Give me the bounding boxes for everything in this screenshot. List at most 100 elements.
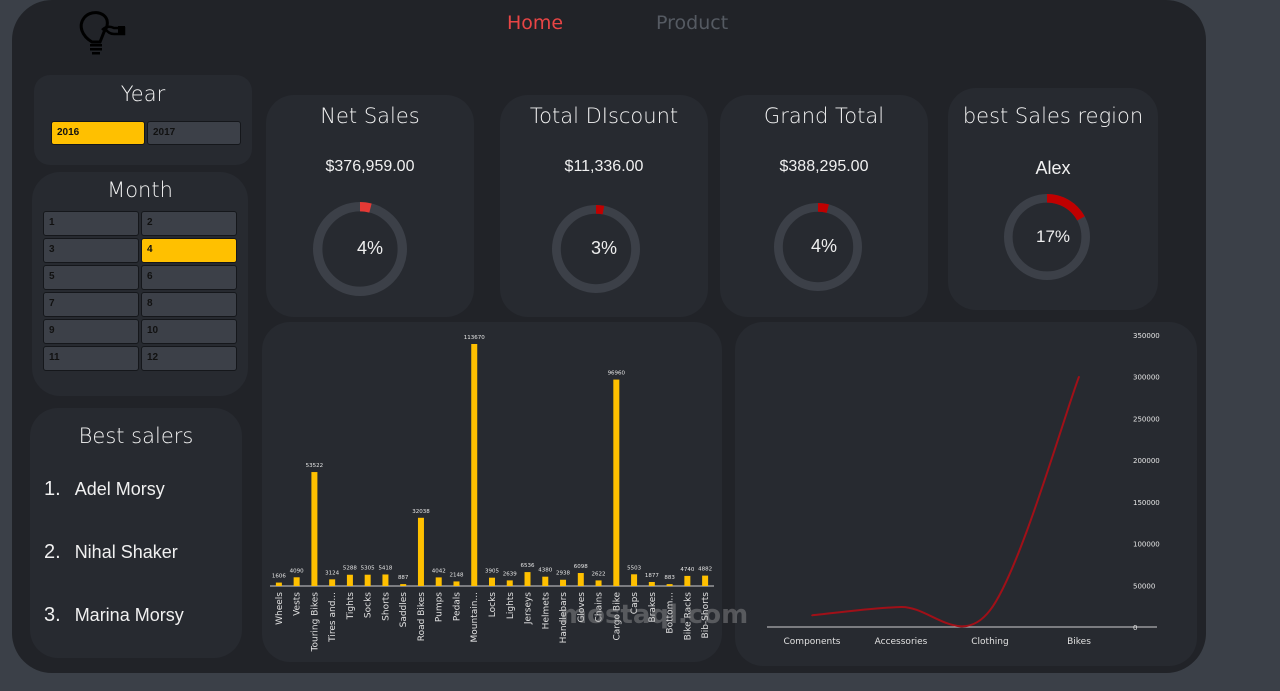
bar-category-label: Pedals [452, 592, 462, 621]
bar-value-label: 4882 [698, 567, 712, 573]
bar-value-label: 96960 [608, 371, 626, 377]
line-point [1078, 375, 1080, 378]
y-tick-label: 150000 [1133, 499, 1160, 507]
kpi-percent: 4% [356, 238, 383, 258]
month-option-6[interactable]: 6 [141, 265, 237, 290]
y-tick-label: 0 [1133, 624, 1137, 632]
month-slicer-title: Month [107, 178, 173, 202]
bar [311, 472, 318, 586]
bar-category-label: Tights [346, 592, 356, 621]
bar [702, 575, 709, 586]
kpi-donut [552, 205, 640, 293]
month-option-4[interactable]: 4 [141, 238, 237, 263]
bar-category-label: Brakes [648, 592, 658, 623]
kpi-title: Total DIscount [529, 104, 679, 128]
year-slicer-title: Year [120, 82, 166, 106]
seller-name: Adel Morsy [74, 479, 165, 499]
bar-category-label: Jerseys [524, 592, 534, 625]
year-slicer: Year 2016 2017 [34, 75, 252, 165]
y-tick-label: 100000 [1133, 541, 1160, 549]
bar-category-label: Shorts [381, 592, 391, 621]
bar [506, 580, 513, 586]
bar [453, 581, 460, 586]
month-option-2[interactable]: 2 [141, 211, 237, 236]
kpi-value: $388,295.00 [779, 158, 869, 175]
line-point [900, 606, 902, 608]
year-option-2017[interactable]: 2017 [147, 121, 241, 145]
month-option-3[interactable]: 3 [43, 238, 139, 263]
kpi-value: Alex [1035, 158, 1071, 178]
bar [666, 584, 673, 586]
bar-category-label: Saddles [399, 592, 409, 628]
kpi-card-net-sales: Net Sales $376,959.00 4% [266, 95, 474, 317]
bar-category-label: Vests [293, 592, 303, 616]
nav-home[interactable]: Home [507, 12, 564, 34]
bar-category-label: Bib-Shorts [701, 592, 711, 639]
kpi-card-grand-total: Grand Total $388,295.00 4% [720, 95, 928, 317]
bar-value-label: 5503 [627, 565, 641, 571]
line-point [811, 614, 813, 617]
bar-category-label: Chains [595, 592, 605, 623]
y-tick-label: 250000 [1133, 415, 1160, 423]
bar-value-label: 4380 [538, 568, 552, 574]
bar-category-label: Pumps [435, 592, 445, 622]
bar-value-label: 4090 [290, 568, 304, 574]
product-sales-bar-chart: 1606 Wheels 4090 Vests 53522 Touring Bikes 312… [270, 335, 714, 652]
month-option-12[interactable]: 12 [141, 346, 237, 371]
kpi-donut [313, 202, 407, 296]
lightbulb-logo-icon [79, 11, 126, 55]
bar-category-label: Bike Racks [683, 592, 693, 641]
seller-rank: 1. [44, 478, 61, 500]
bar-value-label: 5418 [378, 565, 392, 571]
bar [364, 574, 371, 586]
donut-fill [774, 203, 862, 291]
bar-value-label: 53522 [306, 463, 324, 469]
kpi-card-total-discount: Total DIscount $11,336.00 3% [500, 95, 708, 317]
y-tick-label: 200000 [1133, 457, 1160, 465]
bar-value-label: 4740 [680, 567, 694, 573]
watermark: mostaql.com [560, 600, 749, 630]
year-option-2016[interactable]: 2016 [51, 121, 145, 145]
x-category-label: Components [784, 637, 841, 647]
bar-value-label: 32038 [412, 509, 430, 515]
kpi-value: $11,336.00 [564, 158, 644, 175]
best-salers-card: Best salers 1. Adel Morsy 2. Nihal Shaker … [30, 408, 242, 658]
month-option-10[interactable]: 10 [141, 319, 237, 344]
month-option-7[interactable]: 7 [43, 292, 139, 317]
month-option-9[interactable]: 9 [43, 319, 139, 344]
bar [329, 579, 336, 586]
product-sales-bar-chart-card: 1606 Wheels 4090 Vests 53522 Touring Bikes 312… [262, 322, 722, 662]
bar [435, 577, 442, 586]
bar-value-label: 6536 [521, 563, 535, 569]
bar-category-label: Mountain... [470, 592, 480, 643]
bar-value-label: 113670 [464, 335, 485, 341]
bar-category-label: Helmets [541, 592, 551, 630]
sales-line [811, 376, 1080, 628]
month-option-11[interactable]: 11 [43, 346, 139, 371]
bar [489, 577, 495, 586]
bar [293, 577, 300, 586]
x-category-label: Bikes [1067, 637, 1091, 647]
bar-value-label: 887 [398, 575, 409, 581]
y-tick-label: 50000 [1133, 582, 1155, 590]
bar [648, 582, 655, 586]
donut-fill [1004, 194, 1090, 280]
bar-category-label: Tires and... [328, 592, 338, 643]
best-salers-title: Best salers [78, 424, 194, 448]
bar-value-label: 1606 [272, 574, 286, 580]
bar [684, 575, 691, 586]
month-option-5[interactable]: 5 [43, 265, 139, 290]
nav-product[interactable]: Product [656, 12, 729, 34]
bar [471, 344, 478, 586]
donut-fill [313, 202, 407, 296]
kpi-card-best-sales-region: best Sales region Alex 17% [948, 88, 1158, 310]
kpi-donut [1004, 194, 1090, 280]
kpi-title: Net Sales [320, 104, 420, 128]
bar-category-label: Lights [506, 592, 516, 619]
month-option-8[interactable]: 8 [141, 292, 237, 317]
month-option-1[interactable]: 1 [43, 211, 139, 236]
bar-value-label: 2639 [503, 571, 517, 577]
seller-item: 2. Nihal Shaker [44, 541, 178, 564]
kpi-percent: 17% [1035, 227, 1071, 246]
bar-category-label: Gloves [577, 592, 587, 623]
